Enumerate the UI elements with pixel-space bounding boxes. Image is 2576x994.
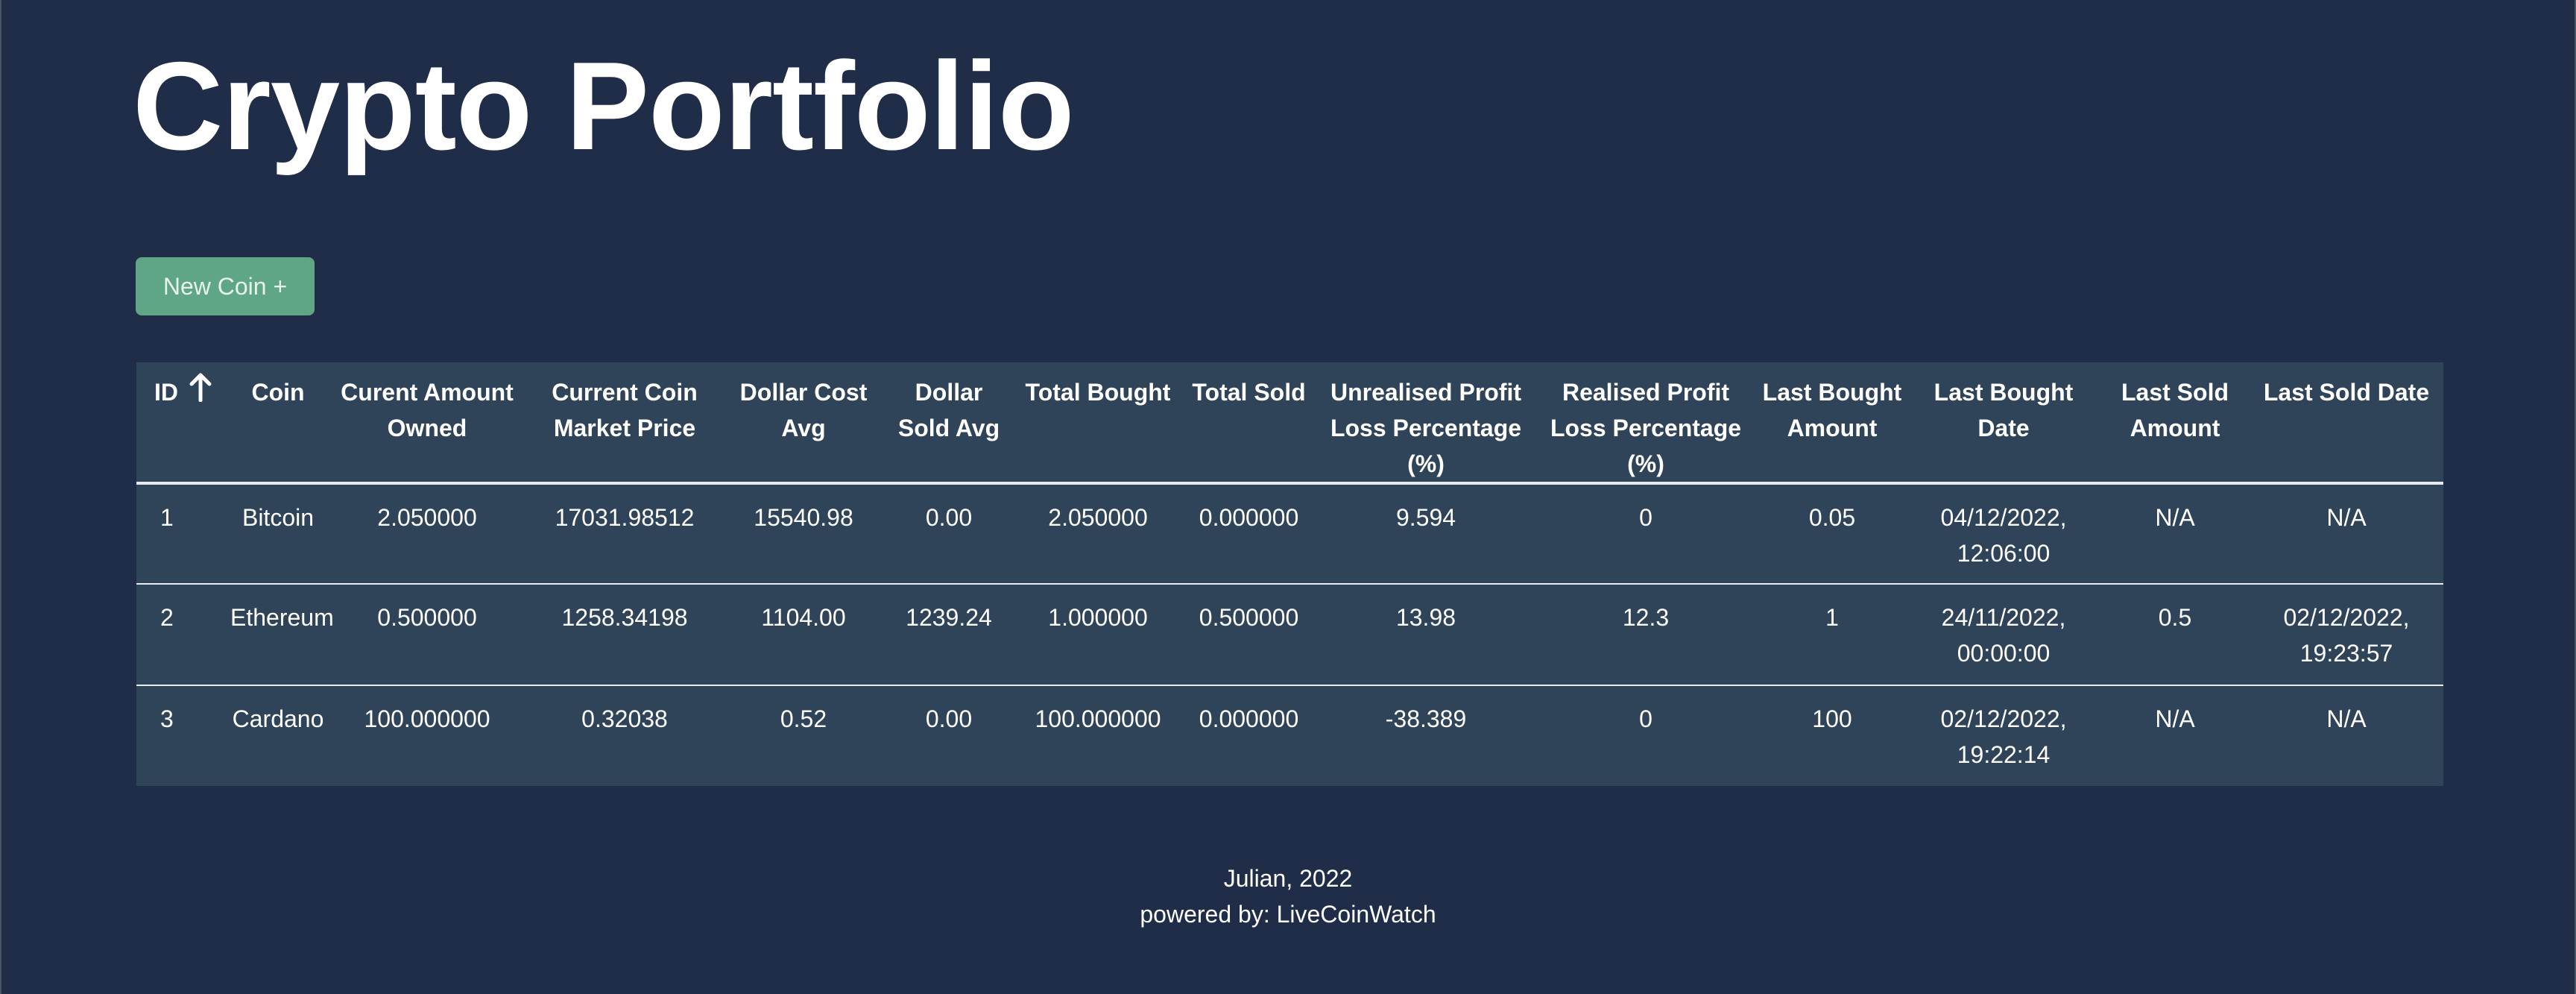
cell-last-sold-date: N/A xyxy=(2326,705,2367,732)
column-header-id[interactable]: ID xyxy=(136,362,226,485)
new-coin-button[interactable]: New Coin + xyxy=(136,257,315,315)
cell-total-sold: 0.500000 xyxy=(1180,584,1318,686)
cell-last-sold-date: 02/12/2022, 19:23:57 xyxy=(2250,584,2443,686)
cell-dollar-cost-avg: 15540.98 xyxy=(725,483,882,585)
column-header-last-bought-amount[interactable]: Last Bought Amount xyxy=(1758,362,1907,485)
cell-current-amount-owned: 0.500000 xyxy=(330,584,524,686)
footer: Julian, 2022 powered by: LiveCoinWatch xyxy=(1,861,2575,932)
arrow-up-icon[interactable] xyxy=(189,372,212,412)
column-header-label: ID xyxy=(154,379,178,406)
cell-last-bought-amount: 0.05 xyxy=(1758,483,1907,585)
cell-id: 3 xyxy=(160,705,174,732)
cell-dollar-cost-avg: 1104.00 xyxy=(725,584,882,686)
cell-total-bought: 100.000000 xyxy=(1035,705,1161,732)
column-header-unrealised-profit-loss[interactable]: Unrealised Profit Loss Percentage (%) xyxy=(1318,362,1534,485)
cell-id: 2 xyxy=(136,584,226,686)
cell-last-sold-amount: N/A xyxy=(2100,483,2250,585)
cell-last-bought-date: 02/12/2022, 19:22:14 xyxy=(1940,705,2067,768)
cell-last-bought-date: 04/12/2022, 12:06:00 xyxy=(1907,483,2100,585)
cell-last-bought-amount: 1 xyxy=(1758,584,1907,686)
cell-current-amount-owned: 2.050000 xyxy=(330,483,524,585)
page-title: Crypto Portfolio xyxy=(133,36,1075,176)
cell-current-coin-market-price: 17031.98512 xyxy=(524,483,725,585)
column-header-dollar-sold-avg[interactable]: Dollar Sold Avg xyxy=(882,362,1016,485)
column-header-total-sold[interactable]: Total Sold xyxy=(1180,362,1318,485)
column-header-dollar-cost-avg[interactable]: Dollar Cost Avg xyxy=(725,362,882,485)
column-header-last-sold-amount[interactable]: Last Sold Amount xyxy=(2100,362,2250,485)
cell-total-bought: 1.000000 xyxy=(1016,584,1180,686)
footer-powered-by: powered by: LiveCoinWatch xyxy=(1140,901,1436,928)
cell-total-sold: 0.000000 xyxy=(1199,705,1299,732)
cell-current-coin-market-price: 1258.34198 xyxy=(524,584,725,686)
cell-last-sold-amount: 0.5 xyxy=(2100,584,2250,686)
cell-current-amount-owned: 100.000000 xyxy=(364,705,490,732)
cell-last-bought-amount: 100 xyxy=(1812,705,1852,732)
cell-dollar-sold-avg: 0.00 xyxy=(882,483,1016,585)
column-header-last-sold-date[interactable]: Last Sold Date xyxy=(2250,362,2443,485)
cell-unrealised-profit-loss: 13.98 xyxy=(1318,584,1534,686)
column-header-current-amount-owned[interactable]: Curent Amount Owned xyxy=(330,362,524,485)
table-row: 2 Ethereum 0.500000 1258.34198 1104.00 1… xyxy=(136,584,2443,686)
column-header-total-bought[interactable]: Total Bought xyxy=(1016,362,1180,485)
cell-total-bought: 2.050000 xyxy=(1016,483,1180,585)
cell-total-sold: 0.000000 xyxy=(1180,483,1318,585)
table-row: 3 Cardano 100.000000 0.32038 0.52 0.00 1… xyxy=(136,685,2443,786)
cell-dollar-sold-avg: 1239.24 xyxy=(882,584,1016,686)
cell-last-bought-date: 24/11/2022, 00:00:00 xyxy=(1907,584,2100,686)
cell-coin: Ethereum xyxy=(226,584,334,686)
table-header-row: ID Coin Curent Amount Owned Current Coin… xyxy=(136,362,2443,485)
column-header-current-coin-market-price[interactable]: Current Coin Market Price xyxy=(524,362,725,485)
cell-last-sold-date: N/A xyxy=(2250,483,2443,585)
cell-unrealised-profit-loss: -38.389 xyxy=(1385,705,1467,732)
cell-coin: Bitcoin xyxy=(226,483,330,585)
cell-unrealised-profit-loss: 9.594 xyxy=(1318,483,1534,585)
cell-dollar-sold-avg: 0.00 xyxy=(925,705,973,732)
cell-coin: Cardano xyxy=(232,705,324,732)
column-header-last-bought-date[interactable]: Last Bought Date xyxy=(1907,362,2100,485)
cell-realised-profit-loss: 0 xyxy=(1639,705,1652,732)
table-row: 1 Bitcoin 2.050000 17031.98512 15540.98 … xyxy=(136,483,2443,585)
cell-dollar-cost-avg: 0.52 xyxy=(780,705,827,732)
cell-last-sold-amount: N/A xyxy=(2155,705,2195,732)
portfolio-table: ID Coin Curent Amount Owned Current Coin… xyxy=(136,362,2443,786)
cell-id: 1 xyxy=(136,483,226,585)
cell-realised-profit-loss: 12.3 xyxy=(1534,584,1758,686)
cell-current-coin-market-price: 0.32038 xyxy=(581,705,668,732)
column-header-realised-profit-loss[interactable]: Realised Profit Loss Percentage (%) xyxy=(1534,362,1758,485)
footer-author: Julian, 2022 xyxy=(1223,865,1353,892)
cell-realised-profit-loss: 0 xyxy=(1534,483,1758,585)
column-header-coin[interactable]: Coin xyxy=(226,362,330,485)
